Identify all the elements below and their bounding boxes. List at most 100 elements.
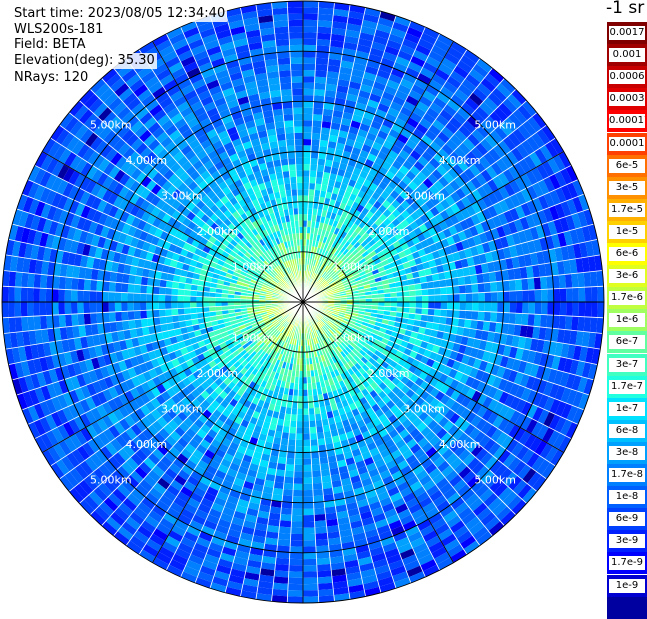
range-gate (303, 540, 316, 547)
range-gate (422, 289, 429, 296)
range-gate (40, 275, 47, 289)
range-gate (303, 402, 309, 408)
range-gate (303, 415, 309, 421)
range-gate (33, 302, 40, 316)
range-gate (184, 302, 190, 308)
range-gate (314, 89, 326, 96)
range-gate (311, 452, 320, 459)
range-gate (146, 302, 153, 310)
range-gate (109, 282, 116, 293)
range-gate (291, 521, 303, 528)
range-gate (303, 32, 317, 39)
range-gate (178, 302, 184, 309)
range-gate (303, 20, 318, 27)
range-gate (313, 108, 324, 115)
range-gate (9, 271, 16, 287)
range-gate (566, 302, 573, 316)
range-gate (280, 514, 292, 521)
range-gate (297, 409, 303, 415)
range-gate (65, 277, 72, 290)
range-gate (52, 302, 59, 315)
range-gate (296, 427, 303, 434)
range-gate (560, 288, 567, 302)
range-gate (128, 311, 135, 321)
range-gate (303, 164, 310, 171)
range-gate (122, 274, 130, 284)
range-gate (303, 446, 311, 453)
range-gate (428, 302, 435, 309)
range-gate (303, 76, 315, 83)
range-gate (90, 280, 97, 292)
range-gate (585, 287, 592, 302)
range-gate (321, 121, 331, 129)
range-gate (203, 297, 209, 302)
range-gate (303, 515, 315, 522)
range-gate (34, 274, 41, 288)
range-gate (71, 278, 78, 291)
range-gate (410, 296, 416, 302)
range-gate (441, 295, 447, 303)
range-gate (547, 302, 554, 315)
range-gate (59, 276, 66, 289)
range-gate (121, 283, 128, 293)
range-gate (303, 546, 316, 553)
range-gate (287, 452, 296, 459)
range-gate (303, 421, 310, 427)
range-gate (141, 277, 148, 286)
range-gate (146, 310, 153, 319)
range-gate (472, 302, 479, 311)
range-gate (303, 578, 318, 585)
range-gate (303, 133, 312, 140)
range-gate (109, 302, 116, 312)
range-gate (295, 446, 303, 453)
range-gate (303, 565, 317, 572)
range-gate (478, 311, 485, 321)
range-gate (483, 321, 491, 331)
range-gate (323, 109, 334, 117)
range-gate (535, 302, 542, 315)
range-gate (122, 320, 130, 330)
range-gate (298, 390, 303, 396)
range-gate (434, 309, 441, 317)
range-gate (159, 287, 166, 295)
range-gate (410, 302, 416, 308)
range-gate (303, 177, 310, 183)
range-gate (209, 302, 215, 307)
range-gate (422, 308, 429, 315)
range-gate (310, 171, 317, 178)
range-gate (559, 316, 566, 330)
range-gate (272, 589, 288, 596)
range-gate (311, 139, 320, 146)
range-gate (428, 309, 435, 316)
range-gate (8, 302, 15, 317)
range-gate (528, 278, 535, 291)
range-gate (312, 464, 321, 471)
range-gate (560, 302, 567, 316)
range-gate (303, 39, 317, 46)
range-gate (46, 302, 53, 316)
range-gate (303, 590, 318, 597)
range-gate (478, 302, 485, 312)
range-gate (540, 315, 547, 328)
range-gate (315, 520, 327, 527)
range-gate (303, 527, 315, 534)
range-gate (290, 540, 303, 547)
range-gate (71, 314, 78, 327)
range-gate (297, 415, 303, 421)
range-gate (15, 317, 23, 332)
range-gate (571, 273, 578, 288)
range-gate (446, 286, 453, 294)
range-gate (565, 274, 572, 288)
range-gate (535, 290, 542, 303)
range-gate (275, 564, 289, 571)
range-gate (172, 309, 179, 316)
range-gate (293, 484, 303, 491)
range-gate (559, 275, 566, 289)
range-gate (121, 293, 128, 303)
range-gate (90, 302, 97, 313)
range-gate (284, 477, 294, 484)
range-gate (503, 302, 510, 313)
range-gate (540, 276, 547, 289)
range-gate (28, 273, 35, 288)
range-gate (102, 302, 109, 313)
